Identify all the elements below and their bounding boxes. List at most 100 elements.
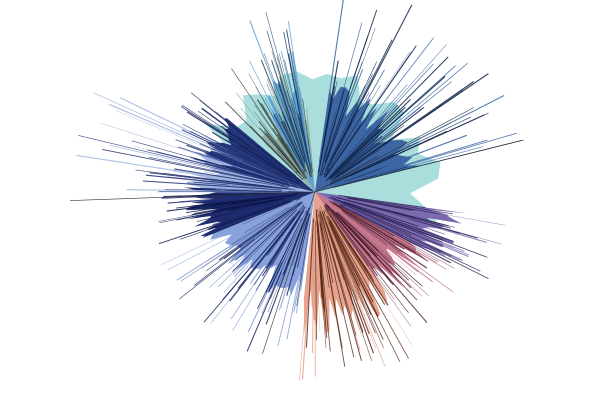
branch [322, 205, 368, 282]
branch [291, 51, 311, 163]
branch [197, 110, 303, 184]
branch [330, 201, 405, 250]
branch [237, 127, 297, 177]
branch [280, 221, 307, 309]
branch [215, 188, 284, 192]
branch [265, 217, 303, 293]
branch [319, 211, 355, 358]
branch [345, 114, 485, 179]
branch [292, 117, 310, 170]
branch [299, 117, 309, 160]
branch [334, 199, 470, 256]
branch [325, 45, 417, 177]
branch [336, 212, 423, 297]
branch [280, 51, 310, 168]
branch [249, 125, 292, 169]
branch [286, 215, 307, 266]
branch [102, 148, 290, 188]
branch [329, 51, 410, 171]
branch [342, 139, 488, 185]
branch [336, 200, 443, 243]
branch [261, 213, 307, 314]
branch [342, 211, 388, 245]
branch [323, 111, 336, 160]
branch [204, 162, 285, 185]
branch [321, 216, 357, 336]
branch [235, 202, 303, 261]
branch [318, 0, 344, 162]
branch [206, 154, 297, 187]
branch [244, 206, 290, 233]
branch [229, 155, 298, 185]
branch [328, 221, 361, 287]
branch [344, 204, 412, 236]
branch [323, 113, 351, 172]
branch [223, 210, 298, 293]
branch [216, 200, 288, 226]
branch [325, 208, 389, 306]
branch [240, 107, 297, 171]
branch [78, 135, 299, 189]
branch [324, 214, 363, 301]
branch [334, 124, 405, 178]
branches [70, 0, 524, 382]
branch [286, 225, 310, 340]
branch [319, 81, 338, 169]
branch [336, 212, 379, 252]
branch [202, 108, 300, 181]
branch [199, 100, 289, 172]
branch [190, 131, 300, 185]
branch [299, 214, 314, 382]
branch [205, 150, 291, 184]
branch [232, 211, 296, 275]
branch [284, 60, 308, 159]
branch [267, 213, 300, 256]
branch [341, 209, 428, 269]
branch [325, 224, 349, 287]
branch [321, 211, 375, 354]
branch [172, 170, 297, 190]
branch [334, 219, 412, 327]
branch [301, 219, 314, 380]
branch [181, 104, 290, 176]
branch [328, 209, 409, 314]
branch [344, 206, 439, 253]
branch [254, 144, 302, 182]
branch [332, 205, 434, 283]
branch [212, 194, 291, 206]
branch [331, 212, 394, 286]
branch [307, 135, 313, 173]
branch [232, 209, 298, 272]
branch [264, 130, 297, 170]
branch [222, 204, 305, 301]
branch [311, 222, 315, 307]
branch [347, 197, 441, 215]
branch [327, 84, 408, 177]
branch [284, 115, 304, 163]
branch [331, 134, 468, 187]
branch [337, 162, 386, 184]
branch [208, 200, 290, 231]
branch [230, 213, 301, 320]
branch [331, 132, 517, 188]
branch [318, 214, 334, 283]
branch [338, 62, 468, 172]
branch [334, 207, 417, 275]
branch [322, 61, 363, 170]
branch [116, 110, 300, 186]
branch [308, 131, 313, 167]
branch [328, 223, 372, 316]
branch [234, 108, 300, 177]
branch [296, 213, 311, 268]
branch [142, 180, 283, 191]
branch [271, 217, 301, 266]
branch [203, 171, 288, 188]
branch [126, 189, 289, 193]
branch [334, 127, 372, 171]
branch [216, 199, 283, 216]
branch [336, 211, 429, 297]
branch [222, 195, 301, 216]
branch [201, 202, 300, 269]
branch [249, 60, 306, 174]
